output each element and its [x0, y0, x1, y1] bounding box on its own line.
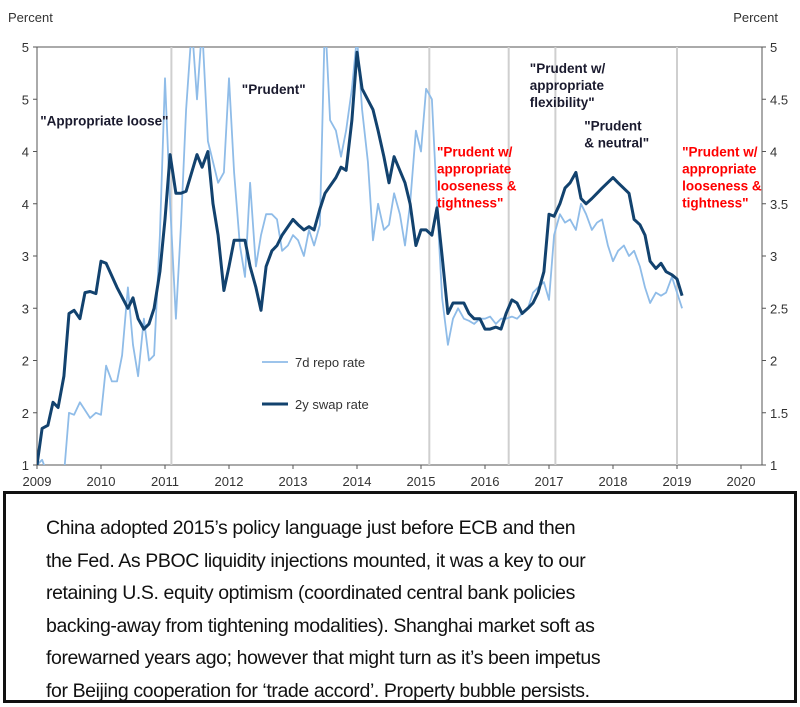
- right-tick-label: 3.5: [770, 197, 788, 212]
- x-tick-label: 2014: [343, 474, 372, 489]
- right-tick-label: 3: [770, 249, 777, 264]
- x-tick-label: 2019: [663, 474, 692, 489]
- policy-annotation: "Prudent w/: [682, 145, 758, 160]
- policy-annotation: "Appropriate loose": [40, 113, 168, 128]
- policy-annotation: & neutral": [584, 136, 649, 151]
- right-tick-label: 4: [770, 145, 777, 160]
- policy-annotation: "Prudent": [242, 82, 306, 97]
- right-tick-label: 4.5: [770, 92, 788, 107]
- policy-annotation: looseness &: [682, 179, 762, 194]
- policy-annotation: "Prudent: [584, 119, 642, 134]
- commentary-box: China adopted 2015’s policy language jus…: [3, 491, 797, 703]
- right-axis-title: Percent: [733, 10, 778, 25]
- x-tick-label: 2016: [471, 474, 500, 489]
- right-tick-label: 2: [770, 354, 777, 369]
- policy-annotation: tightness": [437, 196, 503, 211]
- left-tick-label: 3: [22, 249, 29, 264]
- x-tick-label: 2017: [535, 474, 564, 489]
- right-tick-label: 1.5: [770, 406, 788, 421]
- commentary-line: for Beijing cooperation for ‘trade accor…: [46, 675, 600, 707]
- commentary-line: backing-away from tightening modalities)…: [46, 610, 600, 643]
- rates-chart: Percent Percent 5 5 5 4.5 4 4 4 3.5 3 3 3 2.5 2 2 2 1.5 1 1…: [0, 0, 800, 490]
- left-axis-title: Percent: [8, 10, 53, 25]
- legend-label: 2y swap rate: [295, 397, 369, 412]
- commentary-text: China adopted 2015’s policy language jus…: [46, 512, 600, 707]
- legend-label: 7d repo rate: [295, 355, 365, 370]
- x-tick-label: 2011: [151, 474, 179, 489]
- left-tick-label: 3: [22, 301, 29, 316]
- left-tick-label: 4: [22, 197, 29, 212]
- left-tick-label: 1: [22, 458, 29, 473]
- right-tick-label: 2.5: [770, 301, 788, 316]
- policy-annotation: looseness &: [437, 179, 517, 194]
- policy-annotation: appropriate: [437, 162, 512, 177]
- x-tick-label: 2012: [215, 474, 244, 489]
- left-tick-label: 4: [22, 145, 29, 160]
- commentary-line: China adopted 2015’s policy language jus…: [46, 512, 600, 545]
- policy-annotation: flexibility": [530, 95, 595, 110]
- left-tick-label: 2: [22, 354, 29, 369]
- x-tick-label: 2009: [23, 474, 52, 489]
- policy-annotation: "Prudent w/: [437, 145, 513, 160]
- x-tick-label: 2015: [407, 474, 436, 489]
- left-tick-label: 5: [22, 40, 29, 55]
- left-tick-label: 2: [22, 406, 29, 421]
- commentary-line: retaining U.S. equity optimism (coordina…: [46, 577, 600, 610]
- left-tick-label: 5: [22, 92, 29, 107]
- policy-annotation: appropriate: [682, 162, 757, 177]
- policy-annotation: "Prudent w/: [530, 61, 606, 76]
- x-tick-label: 2018: [599, 474, 628, 489]
- policy-annotation: tightness": [682, 196, 748, 211]
- policy-annotation: appropriate: [530, 78, 605, 93]
- commentary-line: the Fed. As PBOC liquidity injections mo…: [46, 545, 600, 578]
- x-tick-label: 2013: [279, 474, 308, 489]
- x-tick-label: 2020: [727, 474, 756, 489]
- right-tick-label: 5: [770, 40, 777, 55]
- commentary-line: forewarned years ago; however that might…: [46, 642, 600, 675]
- right-tick-label: 1: [770, 458, 777, 473]
- x-tick-label: 2010: [87, 474, 116, 489]
